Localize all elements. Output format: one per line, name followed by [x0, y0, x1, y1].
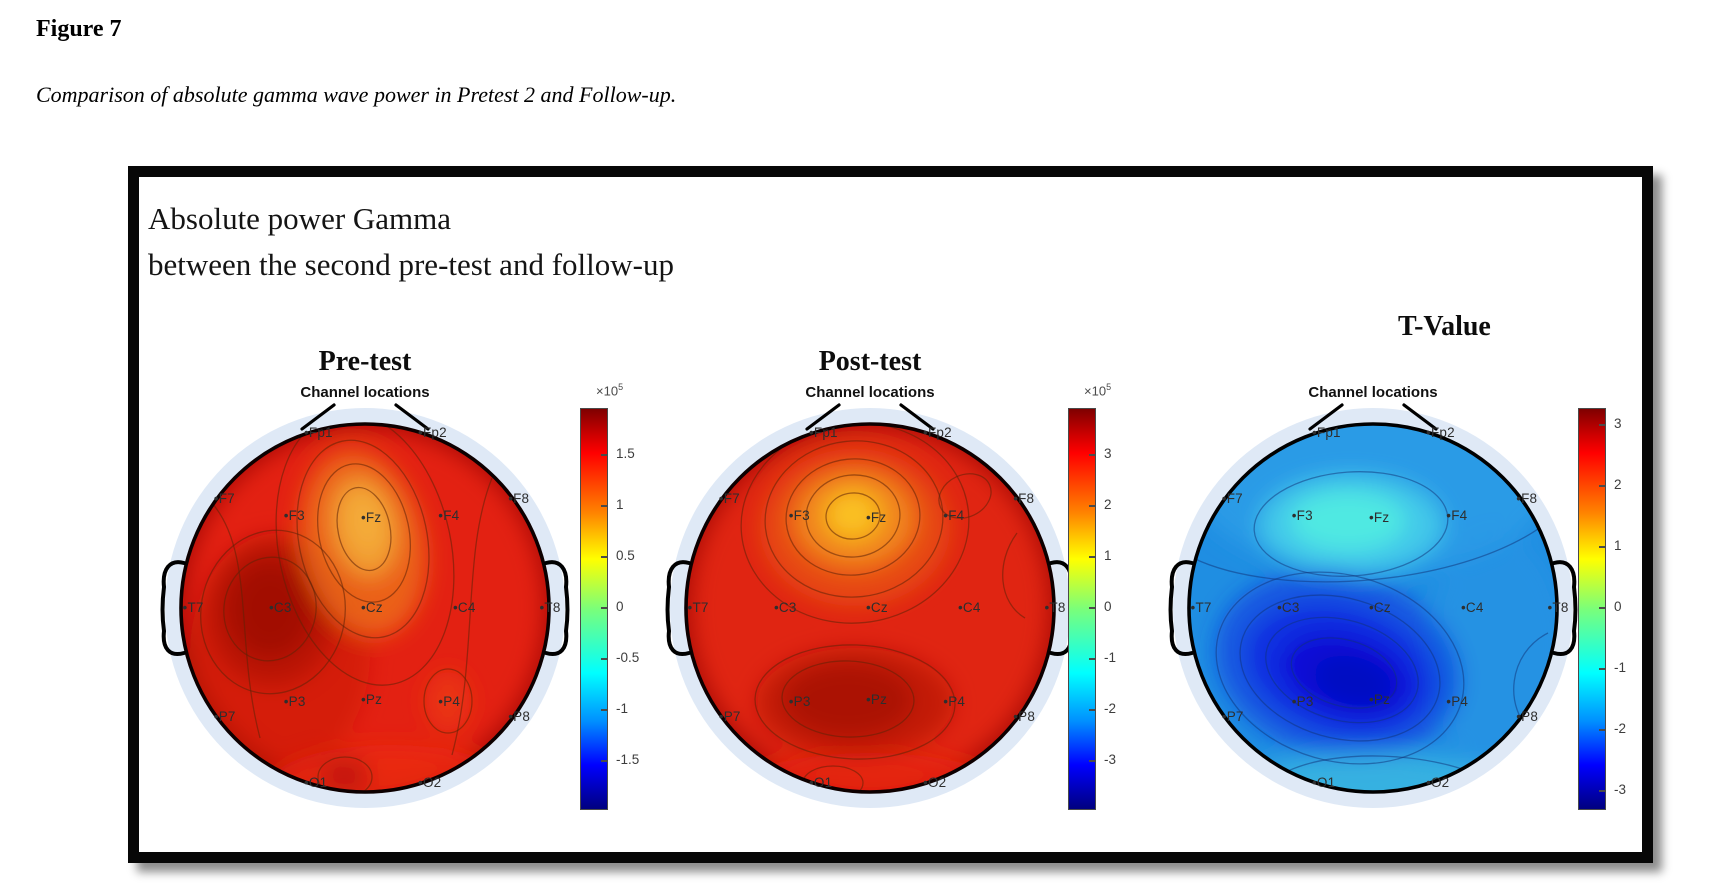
colorbar-tick	[1599, 607, 1605, 609]
colorbar-multiplier: ×105	[596, 382, 624, 399]
colorbar-tick-label: 1	[1614, 538, 1622, 554]
colorbar-tick	[601, 709, 607, 712]
colorbar-tick-label: 0.5	[616, 547, 635, 563]
nose	[1308, 403, 1438, 431]
topoplot-posttest-subtitle: Channel locations	[805, 384, 935, 401]
colorbar-tick-label: 2	[1614, 477, 1622, 493]
colorbar-tick	[1089, 709, 1095, 712]
scalp-field	[181, 424, 549, 792]
colorbar-tick	[1089, 504, 1095, 507]
figure-caption: Comparison of absolute gamma wave power …	[36, 82, 677, 107]
colorbar-tick-label: 3	[1614, 416, 1622, 432]
colorbar-tick-label: 1.5	[616, 445, 635, 461]
ear-left	[1168, 560, 1194, 656]
plot-title: Absolute power Gamma between the second …	[148, 196, 674, 288]
colorbar-tick	[1599, 728, 1605, 731]
colorbar-tick-label: -1	[1104, 650, 1117, 666]
ear-right	[544, 560, 570, 656]
colorbar-tick	[1599, 667, 1605, 670]
colorbar-tick-label: 0	[1614, 599, 1622, 614]
topoplot-posttest-title: Post-test	[818, 346, 922, 377]
colorbar-tick-label: -2	[1104, 701, 1117, 717]
colorbar-tick-label: -3	[1104, 752, 1117, 768]
colorbar-tick	[1089, 658, 1095, 661]
head-outline	[1187, 422, 1559, 794]
colorbar-tick-label: 2	[1104, 496, 1112, 512]
contour-lines	[200, 424, 493, 792]
colorbar-multiplier: ×105	[1084, 382, 1112, 399]
colorbar-tick	[1599, 485, 1605, 488]
colorbar-tick	[601, 453, 607, 456]
colorbar-tvalue: 3 2 1 0 -1 -2 -3	[1576, 382, 1676, 822]
colorbar-tick-label: -1	[616, 701, 629, 717]
ear-left	[665, 560, 691, 656]
colorbar-tick	[1089, 607, 1095, 609]
colorbar-tick	[1599, 424, 1605, 427]
scalp-field	[1189, 424, 1557, 792]
figure-number-label: Figure 7	[36, 16, 122, 42]
head-outline	[179, 422, 551, 794]
tvalue-panel-label: T-Value	[1398, 311, 1491, 342]
topoplot-posttest-svg	[665, 403, 1075, 808]
colorbar-tick-label: 0	[1104, 599, 1112, 614]
colorbar-tick-label: -0.5	[616, 650, 640, 666]
colorbar-tick-label: -1	[1614, 659, 1627, 675]
colorbar-pretest: ×105 1.5 1 0.5 0 -0.5 -1 -1.5	[578, 382, 678, 822]
nose	[300, 403, 430, 431]
colorbar-tick-label: -1.5	[616, 752, 640, 768]
topoplot-posttest: Post-test Channel locations	[665, 340, 1075, 823]
nose	[805, 403, 935, 431]
colorbar-tick	[601, 555, 607, 558]
colorbar-tick-label: -3	[1614, 781, 1627, 797]
colorbar-tick	[601, 607, 607, 609]
head-outline	[684, 422, 1056, 794]
ear-right	[1552, 560, 1578, 656]
topoplot-pretest-title: Pre-test	[318, 346, 412, 377]
colorbar-tick-label: -2	[1614, 720, 1627, 736]
scalp-field	[686, 424, 1054, 792]
colorbar-tick	[1599, 546, 1605, 549]
ear-left	[160, 560, 186, 656]
topoplot-tvalue-subtitle: Channel locations	[1308, 384, 1438, 401]
colorbar-tick-label: 1	[616, 496, 624, 512]
colorbar-tick-label: 1	[1104, 547, 1112, 563]
colorbar-tick-label: 0	[616, 599, 624, 614]
colorbar-tick-label: 3	[1104, 445, 1112, 461]
colorbar-gradient	[580, 408, 608, 810]
topoplot-pretest-subtitle: Channel locations	[300, 384, 430, 401]
colorbar-tick	[601, 760, 607, 763]
topoplot-pretest-svg	[160, 403, 570, 808]
colorbar-tick	[1089, 453, 1095, 456]
contour-lines	[740, 424, 1026, 792]
colorbar-gradient	[1578, 408, 1606, 810]
colorbar-gradient	[1068, 408, 1096, 810]
colorbar-tick	[1089, 760, 1095, 763]
topoplot-tvalue-svg	[1168, 403, 1578, 808]
colorbar-tick	[601, 658, 607, 661]
colorbar-tick	[1089, 555, 1095, 558]
topoplot-tvalue: Channel locations	[1168, 340, 1578, 823]
colorbar-posttest: ×105 3 2 1 0 -1 -2 -3	[1066, 382, 1166, 822]
contour-lines	[1192, 471, 1554, 776]
colorbar-tick	[1599, 789, 1605, 792]
topoplot-pretest: Pre-test Channel locations	[160, 340, 570, 823]
plot-title-line1: Absolute power Gamma	[148, 201, 452, 236]
colorbar-tick	[601, 504, 607, 507]
plot-title-line2: between the second pre-test and follow-u…	[148, 247, 674, 282]
